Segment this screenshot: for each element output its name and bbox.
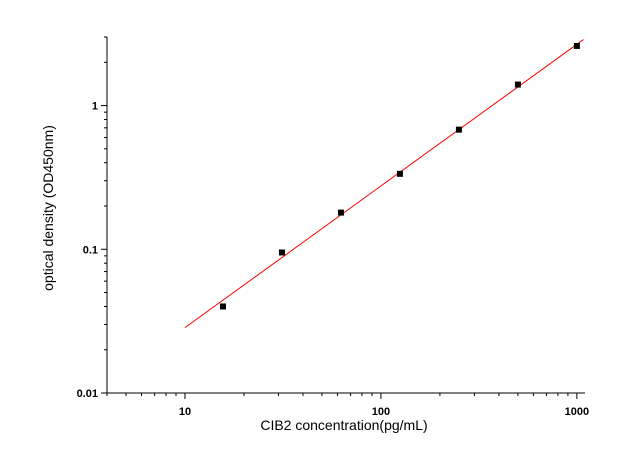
x-axis-label: CIB2 concentration(pg/mL) [260,417,427,433]
data-point [337,209,344,216]
data-point [455,126,462,133]
y-tick-label: 0.1 [83,244,98,256]
tick-marks [101,36,578,399]
x-tick-label: 100 [372,406,390,418]
x-tick-label: 1000 [565,406,589,418]
data-point [396,170,403,177]
fit-line-group [184,39,584,329]
y-tick-label: 1 [92,101,98,113]
data-point [573,42,580,49]
axes [106,37,585,394]
data-points [219,42,580,310]
y-tick-label: 0.01 [77,388,98,400]
tick-labels: 10 100 1000 0.01 0.1 1 [77,101,590,418]
data-point [278,249,285,256]
data-point [514,81,521,88]
fit-line [184,39,584,329]
x-tick-label: 10 [179,406,191,418]
y-axis-label: optical density (OD450nm) [40,125,56,291]
data-point [219,303,226,310]
